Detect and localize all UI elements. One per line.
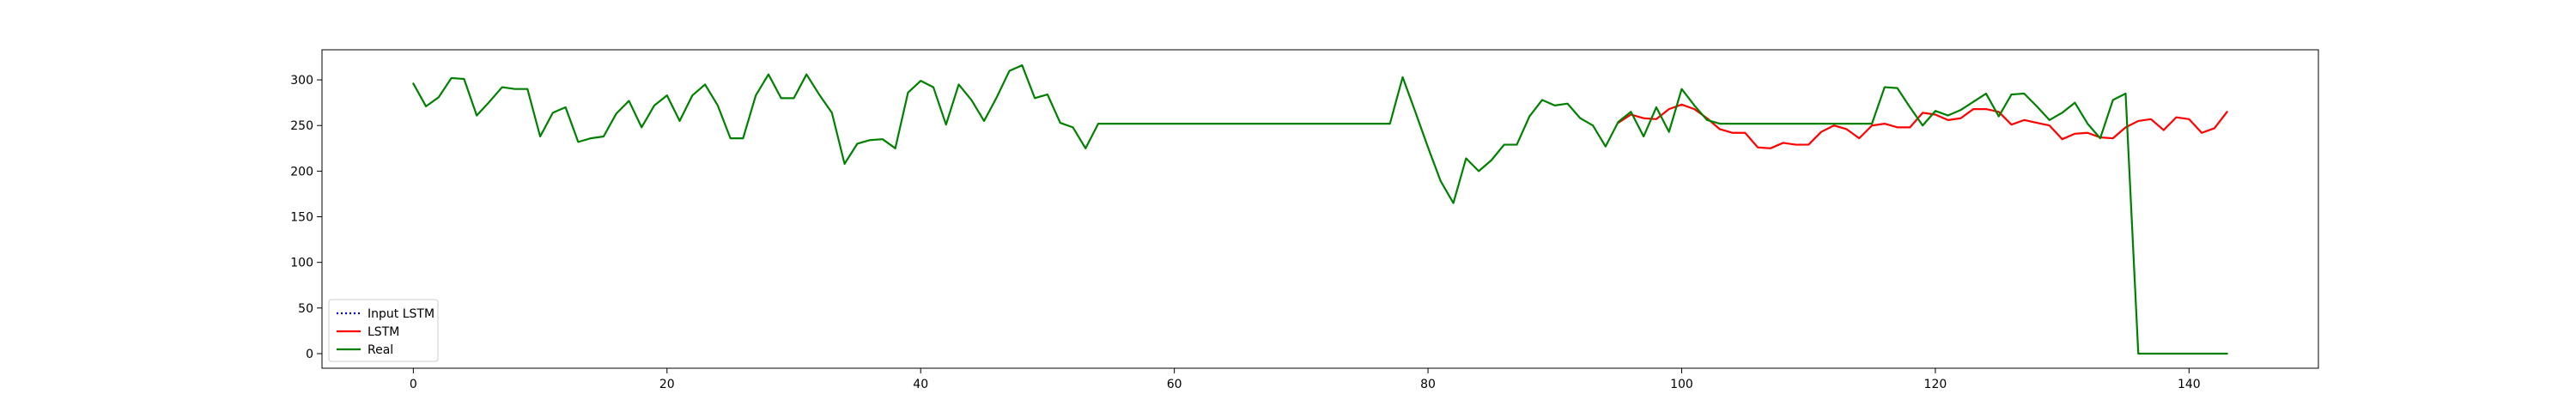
x-tick-label: 20 [659,378,675,391]
x-tick-label: 140 [2178,378,2201,391]
y-tick-label: 150 [290,211,313,225]
x-axis: 0 20 40 60 80 100 120 140 [410,368,2201,391]
y-tick-label: 100 [290,257,313,270]
series-line-lstm [1617,103,2228,149]
x-tick-label: 100 [1670,378,1693,391]
plot-frame [321,49,2319,369]
y-tick-label: 200 [290,165,313,179]
y-tick-label: 50 [298,302,313,316]
legend-label: LSTM [368,325,399,339]
y-tick-label: 250 [290,119,313,133]
legend-label: Real [368,343,393,357]
series-layer [412,64,2228,355]
plot-area [322,50,2318,368]
legend-label: Input LSTM [368,307,434,321]
x-tick-label: 120 [1924,378,1947,391]
legend: Input LSTM LSTM Real [328,299,439,362]
x-tick-label: 0 [410,378,417,391]
series-line-real [412,64,2228,355]
y-tick-label: 300 [290,74,313,88]
x-tick-label: 40 [913,378,928,391]
y-tick-label: 0 [306,348,313,361]
y-axis: 0 50 100 150 200 250 300 [290,74,322,361]
x-tick-label: 80 [1420,378,1436,391]
legend-box [328,299,439,362]
x-tick-label: 60 [1167,378,1182,391]
